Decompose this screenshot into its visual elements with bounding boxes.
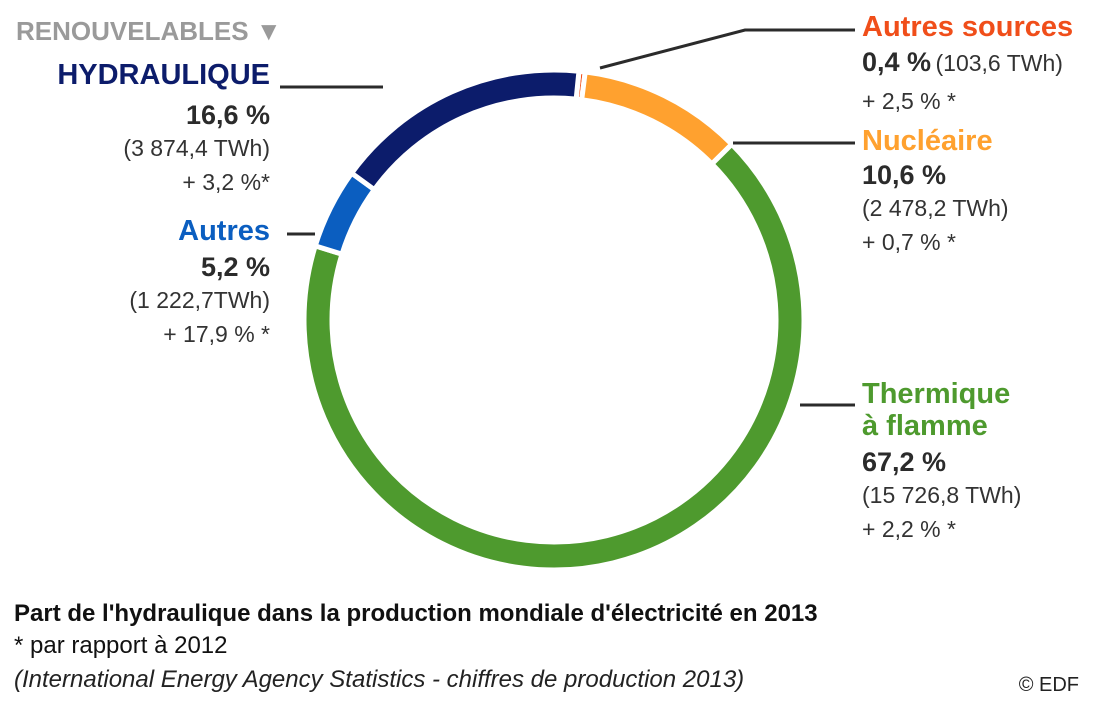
label-autres-sources: Autres sources 0,4 % (103,6 TWh) + 2,5 %… — [862, 10, 1073, 118]
renewables-group-label[interactable]: RENOUVELABLES ▼ — [16, 16, 282, 47]
slice-nucleaire — [578, 69, 736, 168]
slice-change-thermique: + 2,2 % * — [862, 516, 956, 543]
slice-change-hydraulique: + 3,2 %* — [182, 169, 270, 196]
label-thermique: Thermique à flamme 67,2 % (15 726,8 TWh)… — [862, 378, 1021, 546]
slice-percent-hydraulique: 16,6 % — [185, 99, 270, 130]
slice-percent-autres: 5,2 % — [200, 251, 270, 282]
slice-name-nucleaire: Nucléaire — [862, 125, 993, 157]
slice-name-thermique: Thermique — [862, 378, 1011, 410]
donut-ring — [301, 67, 807, 573]
slice-twh-autres-sources: (103,6 TWh) — [935, 49, 1063, 76]
slice-twh-nucleaire: (2 478,2 TWh) — [862, 195, 1009, 222]
footnote: * par rapport à 2012 — [14, 632, 228, 659]
slice-thermique — [301, 140, 807, 573]
label-hydraulique: HYDRAULIQUE 16,6 % (3 874,4 TWh) + 3,2 %… — [57, 58, 270, 199]
slice-twh-hydraulique: (3 874,4 TWh) — [123, 135, 270, 162]
slice-percent-autres-sources: 0,4 % — [862, 46, 932, 77]
slice-twh-autres: (1 222,7TWh) — [129, 287, 270, 314]
renewables-label-text: RENOUVELABLES — [16, 16, 249, 46]
label-autres: Autres 5,2 % (1 222,7TWh) + 17,9 % * — [129, 214, 270, 351]
leader-lines — [280, 28, 855, 407]
slice-name-hydraulique: HYDRAULIQUE — [57, 59, 270, 91]
copyright: © EDF — [1018, 674, 1079, 696]
slice-change-autres: + 17,9 % * — [163, 321, 270, 348]
slice-twh-thermique: (15 726,8 TWh) — [862, 482, 1022, 509]
slice-percent-nucleaire: 10,6 % — [862, 159, 947, 190]
slice-change-autres-sources: + 2,5 % * — [862, 87, 956, 114]
leader-line-autres_sources — [599, 28, 855, 70]
label-nucleaire: Nucléaire 10,6 % (2 478,2 TWh) + 0,7 % * — [862, 124, 1009, 259]
slice-name-thermique-line2: à flamme — [862, 410, 988, 442]
slice-percent-thermique: 67,2 % — [862, 447, 947, 477]
slice-hydraulique — [348, 67, 582, 194]
chevron-down-icon: ▼ — [255, 16, 282, 46]
chart-title: Part de l'hydraulique dans la production… — [14, 600, 818, 627]
slice-change-nucleaire: + 0,7 % * — [862, 229, 956, 256]
slice-name-autres-sources: Autres sources — [862, 11, 1074, 43]
source-note: (International Energy Agency Statistics … — [14, 666, 745, 693]
slice-name-autres: Autres — [178, 215, 270, 247]
